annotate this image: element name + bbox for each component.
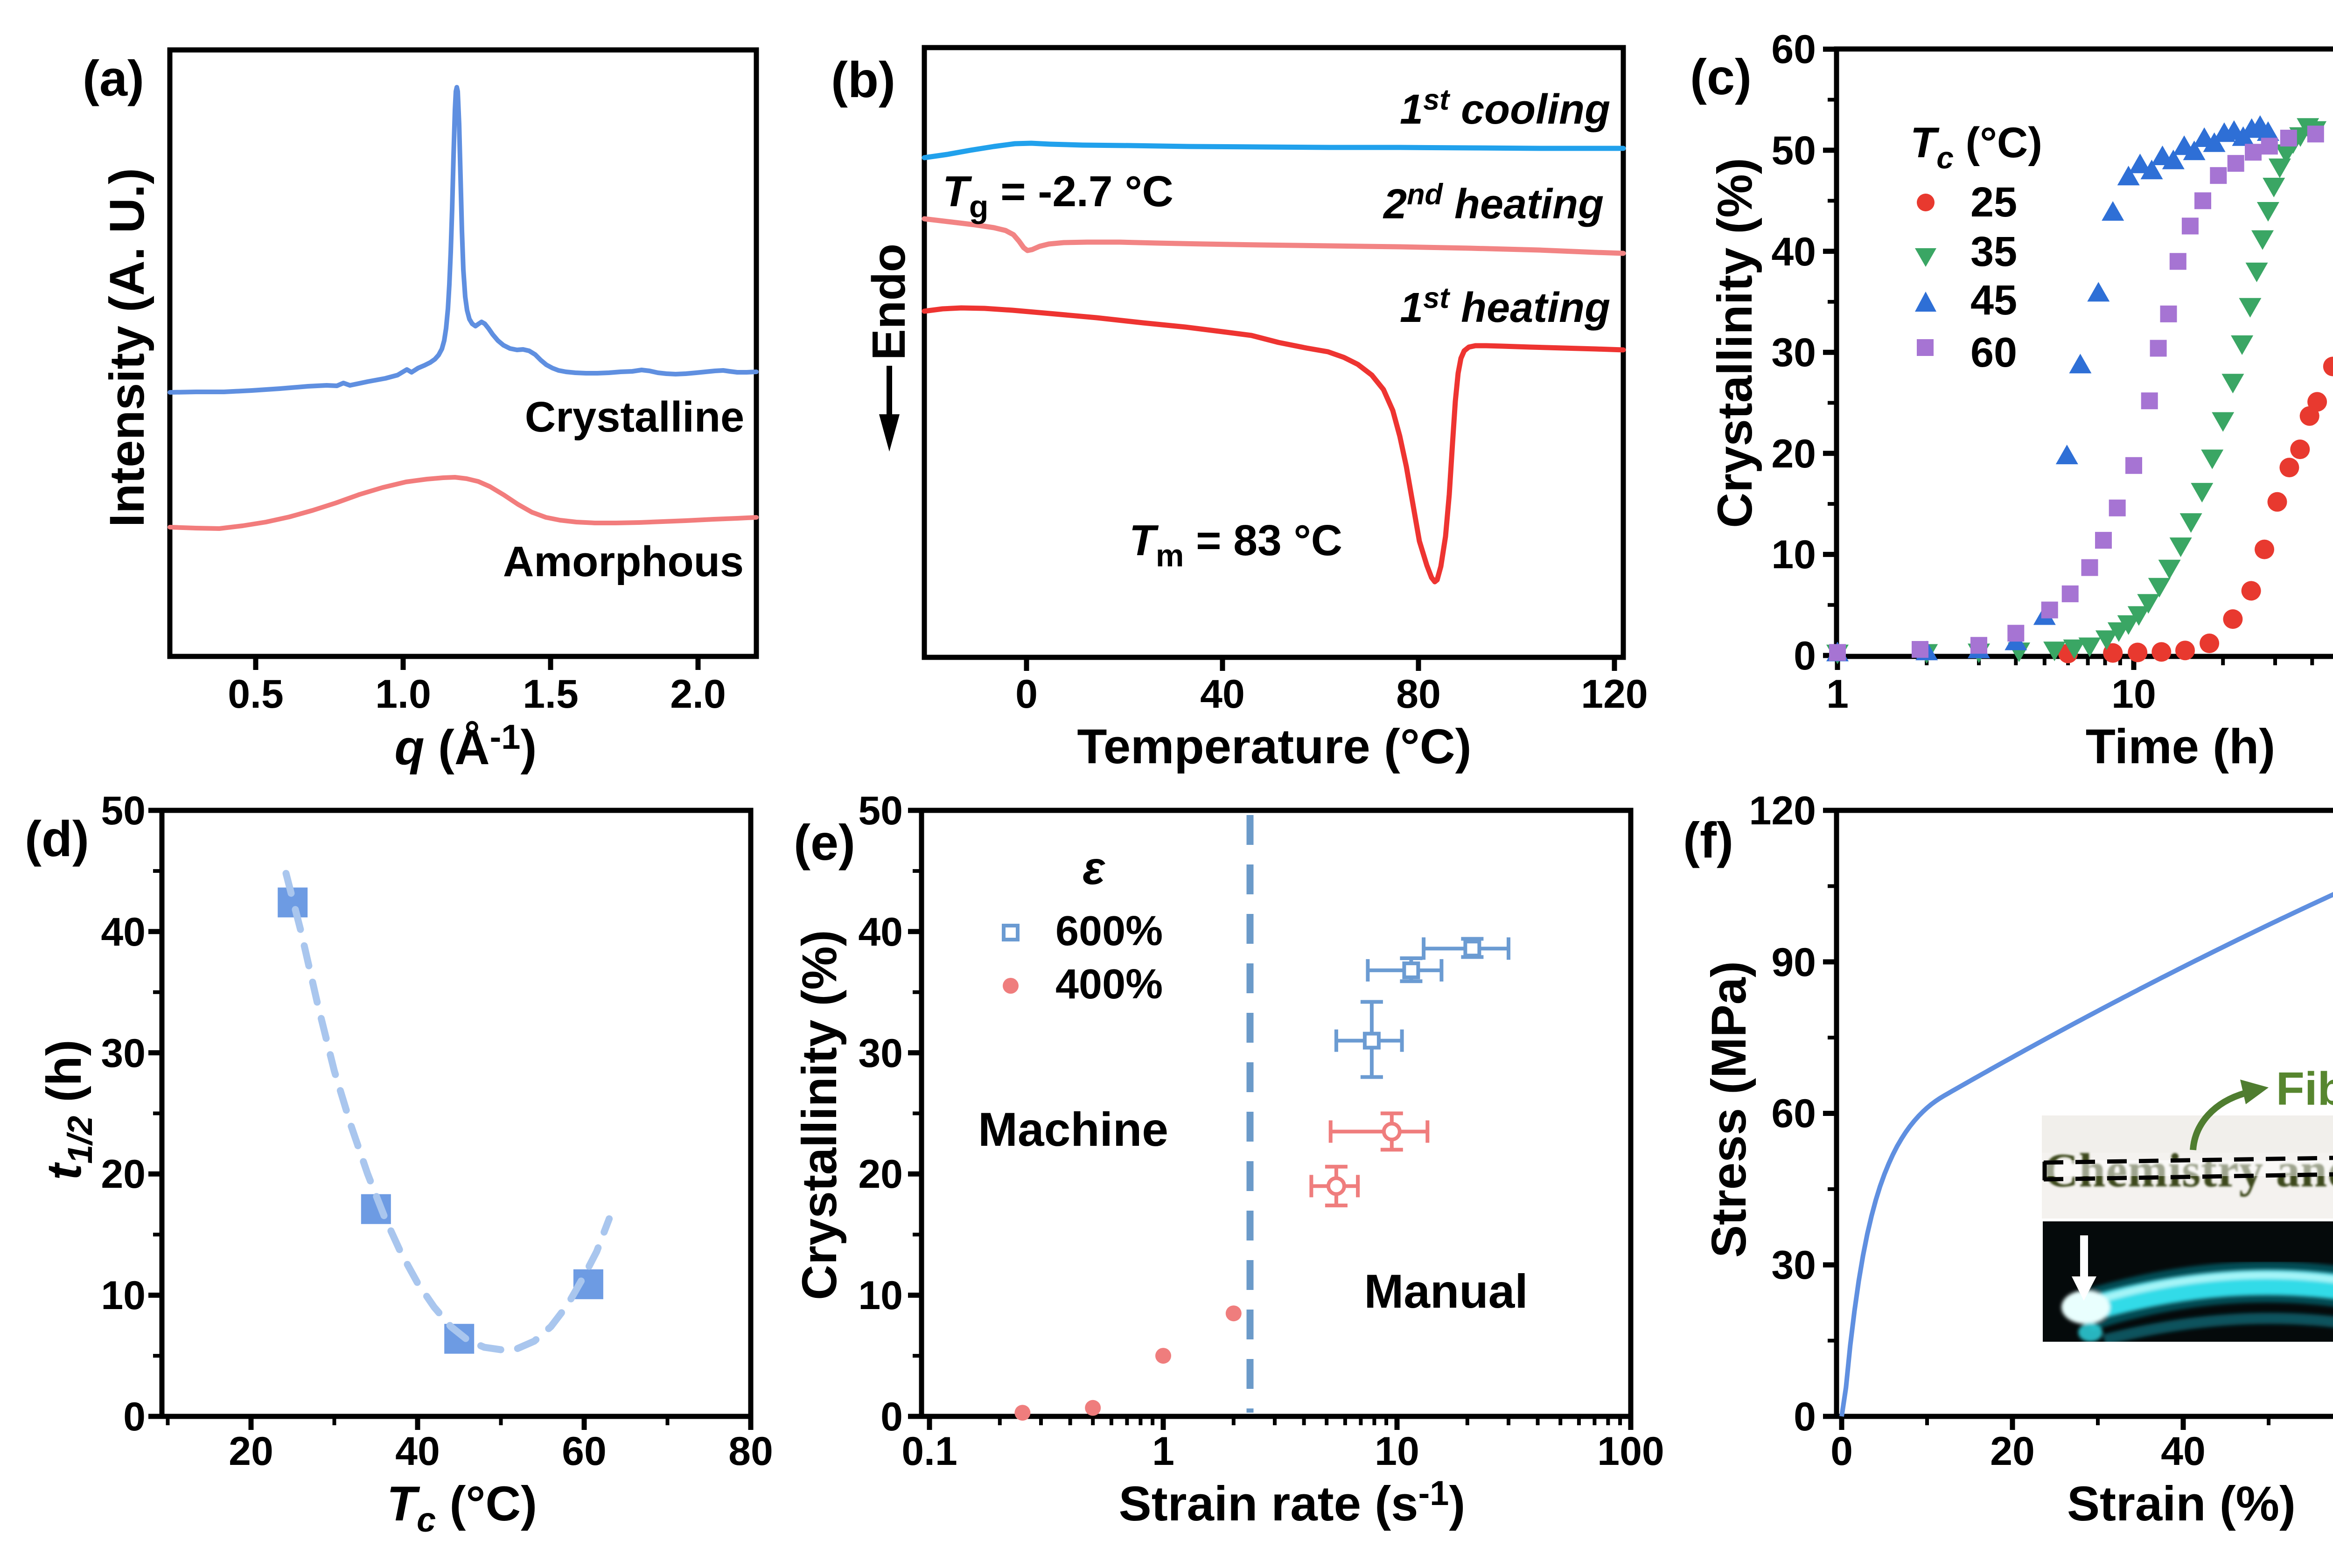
svg-text:60: 60 [1970,329,2017,376]
svg-text:90: 90 [1771,940,1816,985]
svg-text:0.1: 0.1 [901,1429,957,1474]
svg-text:35: 35 [1970,229,2017,275]
svg-text:100: 100 [1597,1429,1664,1474]
svg-text:ε: ε [1083,842,1105,894]
svg-text:Crystalline: Crystalline [525,393,744,441]
svg-text:Endo: Endo [863,244,915,360]
svg-text:40: 40 [1200,672,1245,717]
svg-text:Stress (MPa): Stress (MPa) [1702,961,1756,1258]
svg-text:30: 30 [1771,330,1816,375]
svg-text:40: 40 [101,910,146,955]
svg-text:120: 120 [1581,672,1648,717]
svg-text:50: 50 [1771,128,1816,173]
svg-text:30: 30 [1771,1243,1816,1288]
svg-text:30: 30 [858,1031,903,1076]
svg-text:Strain (%): Strain (%) [2067,1477,2296,1531]
svg-text:Tc (°C): Tc (°C) [1910,119,2042,175]
svg-text:40: 40 [395,1429,440,1474]
svg-text:120: 120 [1749,788,1816,833]
svg-text:80: 80 [728,1429,773,1474]
svg-text:50: 50 [101,788,146,833]
svg-text:Amorphous: Amorphous [503,538,744,585]
svg-text:45: 45 [1970,277,2017,324]
svg-text:Tm = 83 °C: Tm = 83 °C [1129,516,1342,573]
svg-text:600%: 600% [1055,908,1163,955]
svg-text:0: 0 [1794,1394,1816,1439]
svg-text:Tg = -2.7 °C: Tg = -2.7 °C [943,167,1173,224]
svg-text:0.5: 0.5 [228,672,284,717]
svg-text:Temperature (°C): Temperature (°C) [1077,719,1471,774]
svg-text:60: 60 [1771,27,1816,72]
svg-text:0: 0 [1794,634,1816,678]
svg-text:(a): (a) [83,50,144,106]
svg-text:10: 10 [858,1273,903,1318]
svg-text:(d): (d) [25,810,89,867]
svg-text:0: 0 [1830,1429,1853,1474]
svg-text:10: 10 [1771,532,1816,577]
svg-text:10: 10 [2111,672,2156,717]
svg-text:Crystallinity (%): Crystallinity (%) [1708,158,1762,528]
svg-text:25: 25 [1970,179,2017,226]
svg-text:Time (h): Time (h) [2086,719,2275,774]
svg-text:1.0: 1.0 [375,672,431,717]
svg-text:1.5: 1.5 [523,672,579,717]
svg-text:1: 1 [1152,1429,1174,1474]
svg-text:(f): (f) [1683,812,1733,868]
svg-text:20: 20 [1990,1429,2035,1474]
svg-text:1st heating: 1st heating [1400,282,1610,331]
svg-text:0: 0 [123,1394,146,1439]
svg-text:Machine: Machine [978,1103,1168,1156]
svg-text:Fiber: Fiber [2276,1063,2333,1115]
svg-text:q (Å-1): q (Å-1) [395,718,537,775]
svg-text:60: 60 [1771,1091,1816,1136]
svg-text:10: 10 [1375,1429,1419,1474]
svg-text:Manual: Manual [1364,1265,1528,1318]
svg-text:20: 20 [101,1152,146,1197]
svg-text:60: 60 [2332,1429,2333,1474]
svg-text:0: 0 [1015,672,1038,717]
svg-text:20: 20 [1771,432,1816,476]
svg-text:40: 40 [2161,1429,2206,1474]
svg-text:30: 30 [101,1031,146,1076]
svg-text:400%: 400% [1055,961,1163,1008]
svg-text:(c): (c) [1690,49,1752,105]
svg-text:20: 20 [229,1429,273,1474]
svg-text:(b): (b) [831,51,895,108]
svg-text:40: 40 [858,910,903,955]
svg-text:1st cooling: 1st cooling [1400,84,1610,133]
svg-text:1: 1 [1826,672,1849,717]
svg-text:10: 10 [101,1273,146,1318]
svg-text:80: 80 [1396,672,1441,717]
svg-text:Strain rate (s-1): Strain rate (s-1) [1119,1474,1466,1531]
svg-text:Intensity (A. U.): Intensity (A. U.) [100,168,154,527]
svg-text:t1/2 (h): t1/2 (h) [37,1039,99,1180]
svg-text:20: 20 [858,1152,903,1197]
svg-text:60: 60 [562,1429,607,1474]
svg-text:40: 40 [1771,230,1816,274]
svg-text:50: 50 [858,788,903,833]
svg-text:Tc (°C): Tc (°C) [387,1477,537,1539]
svg-text:2.0: 2.0 [670,672,726,717]
svg-text:0: 0 [880,1394,903,1439]
svg-text:(e): (e) [794,814,855,871]
svg-text:Crystallinity (%): Crystallinity (%) [792,930,847,1300]
